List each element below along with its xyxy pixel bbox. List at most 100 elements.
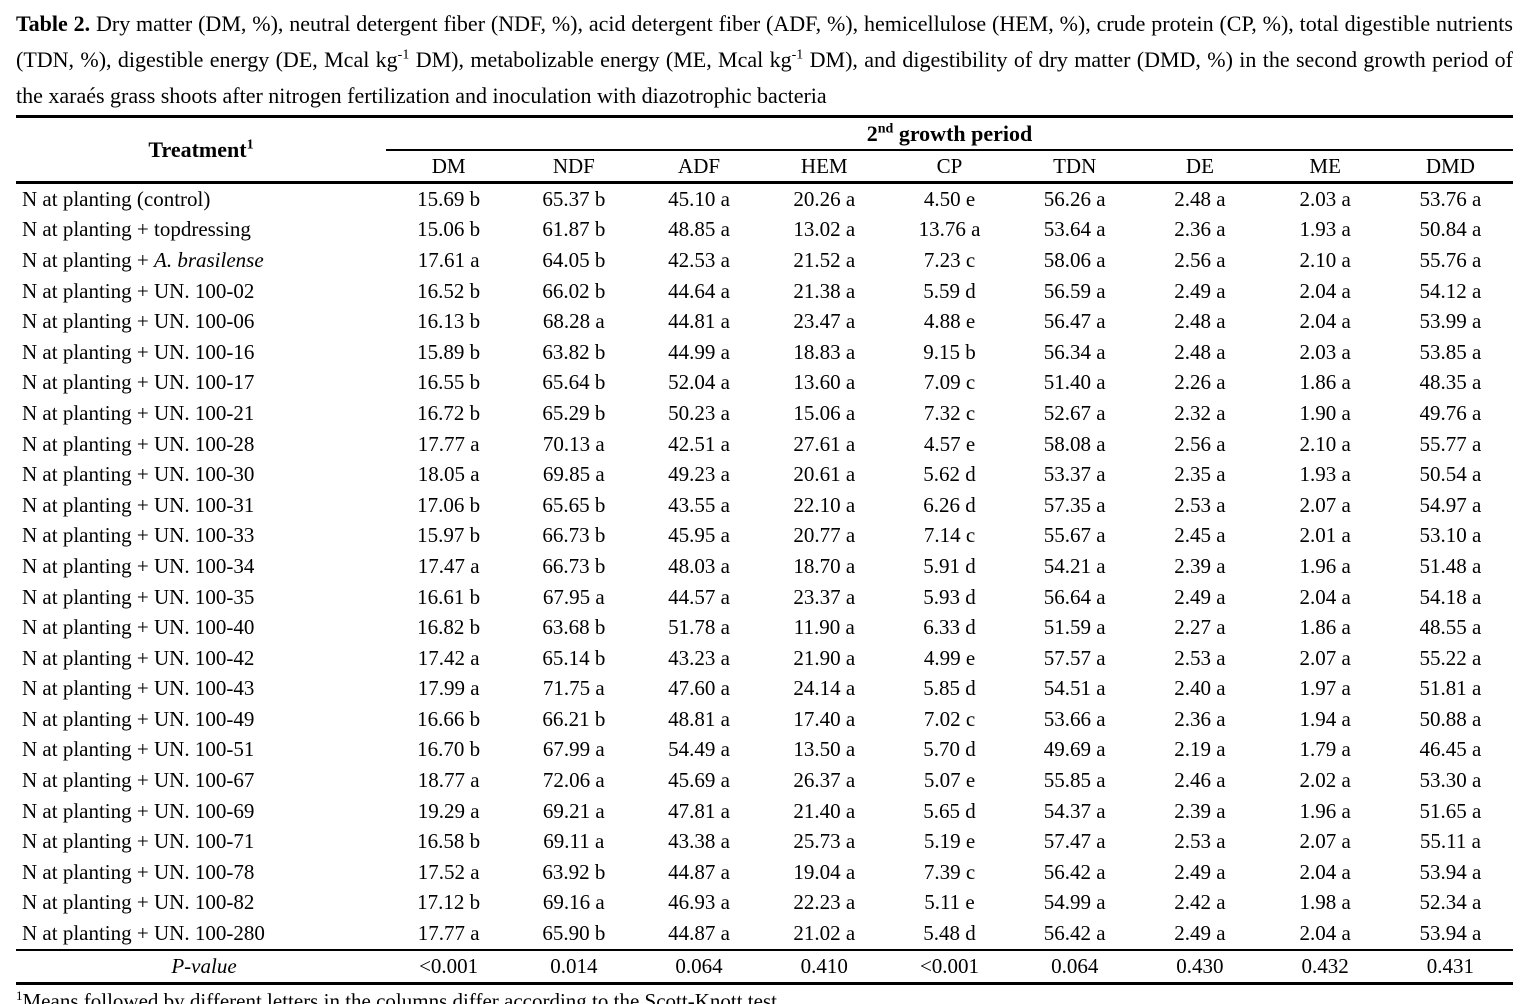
treatment-cell: N at planting + UN. 100-43 — [22, 676, 255, 701]
value-cell-dm: 17.06 b — [417, 492, 481, 517]
treatment-column-header: Treatment1 — [16, 116, 386, 184]
value-cell-dmd: 53.99 a — [1419, 309, 1482, 334]
value-cell-me: 1.96 a — [1299, 553, 1351, 578]
value-cell-de: 2.48 a — [1174, 309, 1226, 334]
treatment-header-text: Treatment — [148, 136, 247, 162]
value-cell-hem: 26.37 a — [793, 768, 856, 793]
value-cell-ndf: 66.21 b — [542, 706, 606, 731]
value-cell-cp: 5.59 d — [923, 278, 976, 303]
value-cell-dmd: 54.12 a — [1419, 278, 1482, 303]
value-cell-dm: 16.13 b — [417, 309, 481, 334]
value-cell-adf: 43.23 a — [668, 645, 730, 670]
value-cell-dm: 16.72 b — [417, 400, 481, 425]
value-cell-cp: 5.62 d — [923, 462, 976, 487]
table-row: N at planting + topdressing 15.06 b 61.87 … — [16, 215, 1513, 246]
value-cell-adf: 45.69 a — [668, 768, 730, 793]
treatment-cell: N at planting + UN. 100-17 — [22, 370, 255, 395]
column-header-me: ME — [1262, 150, 1388, 184]
table-caption: Table 2. Dry matter (DM, %), neutral det… — [16, 6, 1513, 114]
value-cell-ndf: 65.37 b — [542, 186, 606, 211]
value-cell-me: 1.86 a — [1299, 370, 1351, 395]
pvalue-cell-ndf: 0.014 — [511, 948, 637, 984]
value-cell-tdn: 51.59 a — [1043, 615, 1106, 640]
value-cell-hem: 15.06 a — [793, 400, 856, 425]
value-cell-me: 2.10 a — [1299, 431, 1351, 456]
table-header: Treatment1 2nd growth period DM NDF ADF HEM… — [16, 116, 1513, 184]
column-header-de: DE — [1137, 150, 1263, 184]
footnote-superscript: 1 — [16, 987, 23, 1003]
value-cell-ndf: 65.90 b — [542, 921, 606, 946]
value-cell-tdn: 57.35 a — [1043, 492, 1106, 517]
value-cell-me: 2.04 a — [1299, 584, 1351, 609]
value-cell-me: 1.79 a — [1299, 737, 1351, 762]
value-cell-me: 1.90 a — [1299, 400, 1351, 425]
pvalue-cell-adf: 0.064 — [636, 948, 762, 984]
value-cell-hem: 25.73 a — [793, 829, 856, 854]
value-cell-de: 2.49 a — [1174, 859, 1226, 884]
value-cell-tdn: 55.67 a — [1043, 523, 1106, 548]
value-cell-ndf: 63.82 b — [542, 339, 606, 364]
value-cell-dm: 15.69 b — [417, 186, 481, 211]
value-cell-cp: 5.07 e — [923, 768, 976, 793]
value-cell-dmd: 53.76 a — [1419, 186, 1482, 211]
value-cell-adf: 43.55 a — [668, 492, 730, 517]
value-cell-cp: 5.19 e — [923, 829, 976, 854]
value-cell-ndf: 63.68 b — [542, 615, 606, 640]
value-cell-me: 2.07 a — [1299, 829, 1351, 854]
value-cell-dm: 18.77 a — [417, 768, 480, 793]
value-cell-dmd: 53.85 a — [1419, 339, 1482, 364]
value-cell-dmd: 53.30 a — [1419, 768, 1482, 793]
value-cell-ndf: 66.73 b — [542, 523, 606, 548]
growth-period-group-header: 2nd growth period — [386, 116, 1513, 151]
value-cell-me: 2.10 a — [1299, 247, 1351, 272]
value-cell-ndf: 63.92 b — [542, 859, 606, 884]
treatment-cell: N at planting + UN. 100-28 — [22, 431, 255, 456]
value-cell-cp: 6.26 d — [923, 492, 976, 517]
caption-label: Table 2. — [16, 11, 91, 36]
column-header-adf: ADF — [636, 150, 762, 184]
nutrition-data-table: Treatment1 2nd growth period DM NDF ADF HEM… — [16, 115, 1513, 985]
column-header-row: DM NDF ADF HEM CP TDN DE ME DMD — [16, 150, 1513, 184]
value-cell-de: 2.53 a — [1174, 645, 1226, 670]
value-cell-me: 2.02 a — [1299, 768, 1351, 793]
value-cell-hem: 21.40 a — [793, 798, 856, 823]
table-body: N at planting (control) 15.69 b 65.37 b 45.… — [16, 183, 1513, 950]
value-cell-cp: 4.88 e — [923, 309, 976, 334]
value-cell-dmd: 55.11 a — [1419, 829, 1481, 854]
value-cell-cp: 5.48 d — [923, 921, 976, 946]
pvalue-cell-dm: <0.001 — [386, 948, 512, 984]
value-cell-me: 2.01 a — [1299, 523, 1351, 548]
treatment-cell: N at planting + UN. 100-30 — [22, 462, 255, 487]
value-cell-cp: 6.33 d — [923, 615, 976, 640]
value-cell-dm: 17.47 a — [417, 553, 480, 578]
value-cell-dm: 16.58 b — [417, 829, 481, 854]
treatment-cell: N at planting + UN. 100-06 — [22, 309, 255, 334]
value-cell-dmd: 48.35 a — [1419, 370, 1482, 395]
value-cell-ndf: 67.95 a — [542, 584, 605, 609]
value-cell-hem: 20.61 a — [793, 462, 856, 487]
value-cell-cp: 4.50 e — [923, 186, 976, 211]
value-cell-cp: 4.57 e — [923, 431, 976, 456]
table-row: N at planting + UN. 100-28 17.77 a 70.13 a… — [16, 429, 1513, 460]
value-cell-dmd: 54.18 a — [1419, 584, 1482, 609]
caption-text-3: DM), and digestibility of dry matter (DM… — [16, 47, 1514, 108]
value-cell-de: 2.39 a — [1174, 798, 1226, 823]
value-cell-hem: 21.38 a — [793, 278, 856, 303]
treatment-cell: N at planting + A. brasilense — [22, 247, 264, 272]
table-row: N at planting + UN. 100-69 19.29 a 69.21 a… — [16, 796, 1513, 827]
table-row: N at planting + UN. 100-51 16.70 b 67.99 a… — [16, 735, 1513, 766]
column-header-cp: CP — [886, 150, 1013, 184]
group-header-text: growth period — [893, 120, 1033, 146]
pvalue-row: P-value <0.001 0.014 0.064 0.410 <0.001 0.064… — [16, 948, 1513, 984]
table-row: N at planting + UN. 100-40 16.82 b 63.68 b… — [16, 612, 1513, 643]
value-cell-de: 2.26 a — [1174, 370, 1226, 395]
caption-text-2: DM), metabolizable energy (ME, Mcal kg — [409, 47, 792, 72]
value-cell-ndf: 69.85 a — [542, 462, 605, 487]
value-cell-ndf: 65.29 b — [542, 400, 606, 425]
value-cell-de: 2.27 a — [1174, 615, 1226, 640]
value-cell-me: 2.04 a — [1299, 921, 1351, 946]
table-row: N at planting + UN. 100-280 17.77 a 65.90 … — [16, 918, 1513, 950]
value-cell-hem: 20.26 a — [793, 186, 856, 211]
value-cell-dmd: 49.76 a — [1419, 400, 1482, 425]
value-cell-cp: 5.11 e — [924, 890, 975, 915]
